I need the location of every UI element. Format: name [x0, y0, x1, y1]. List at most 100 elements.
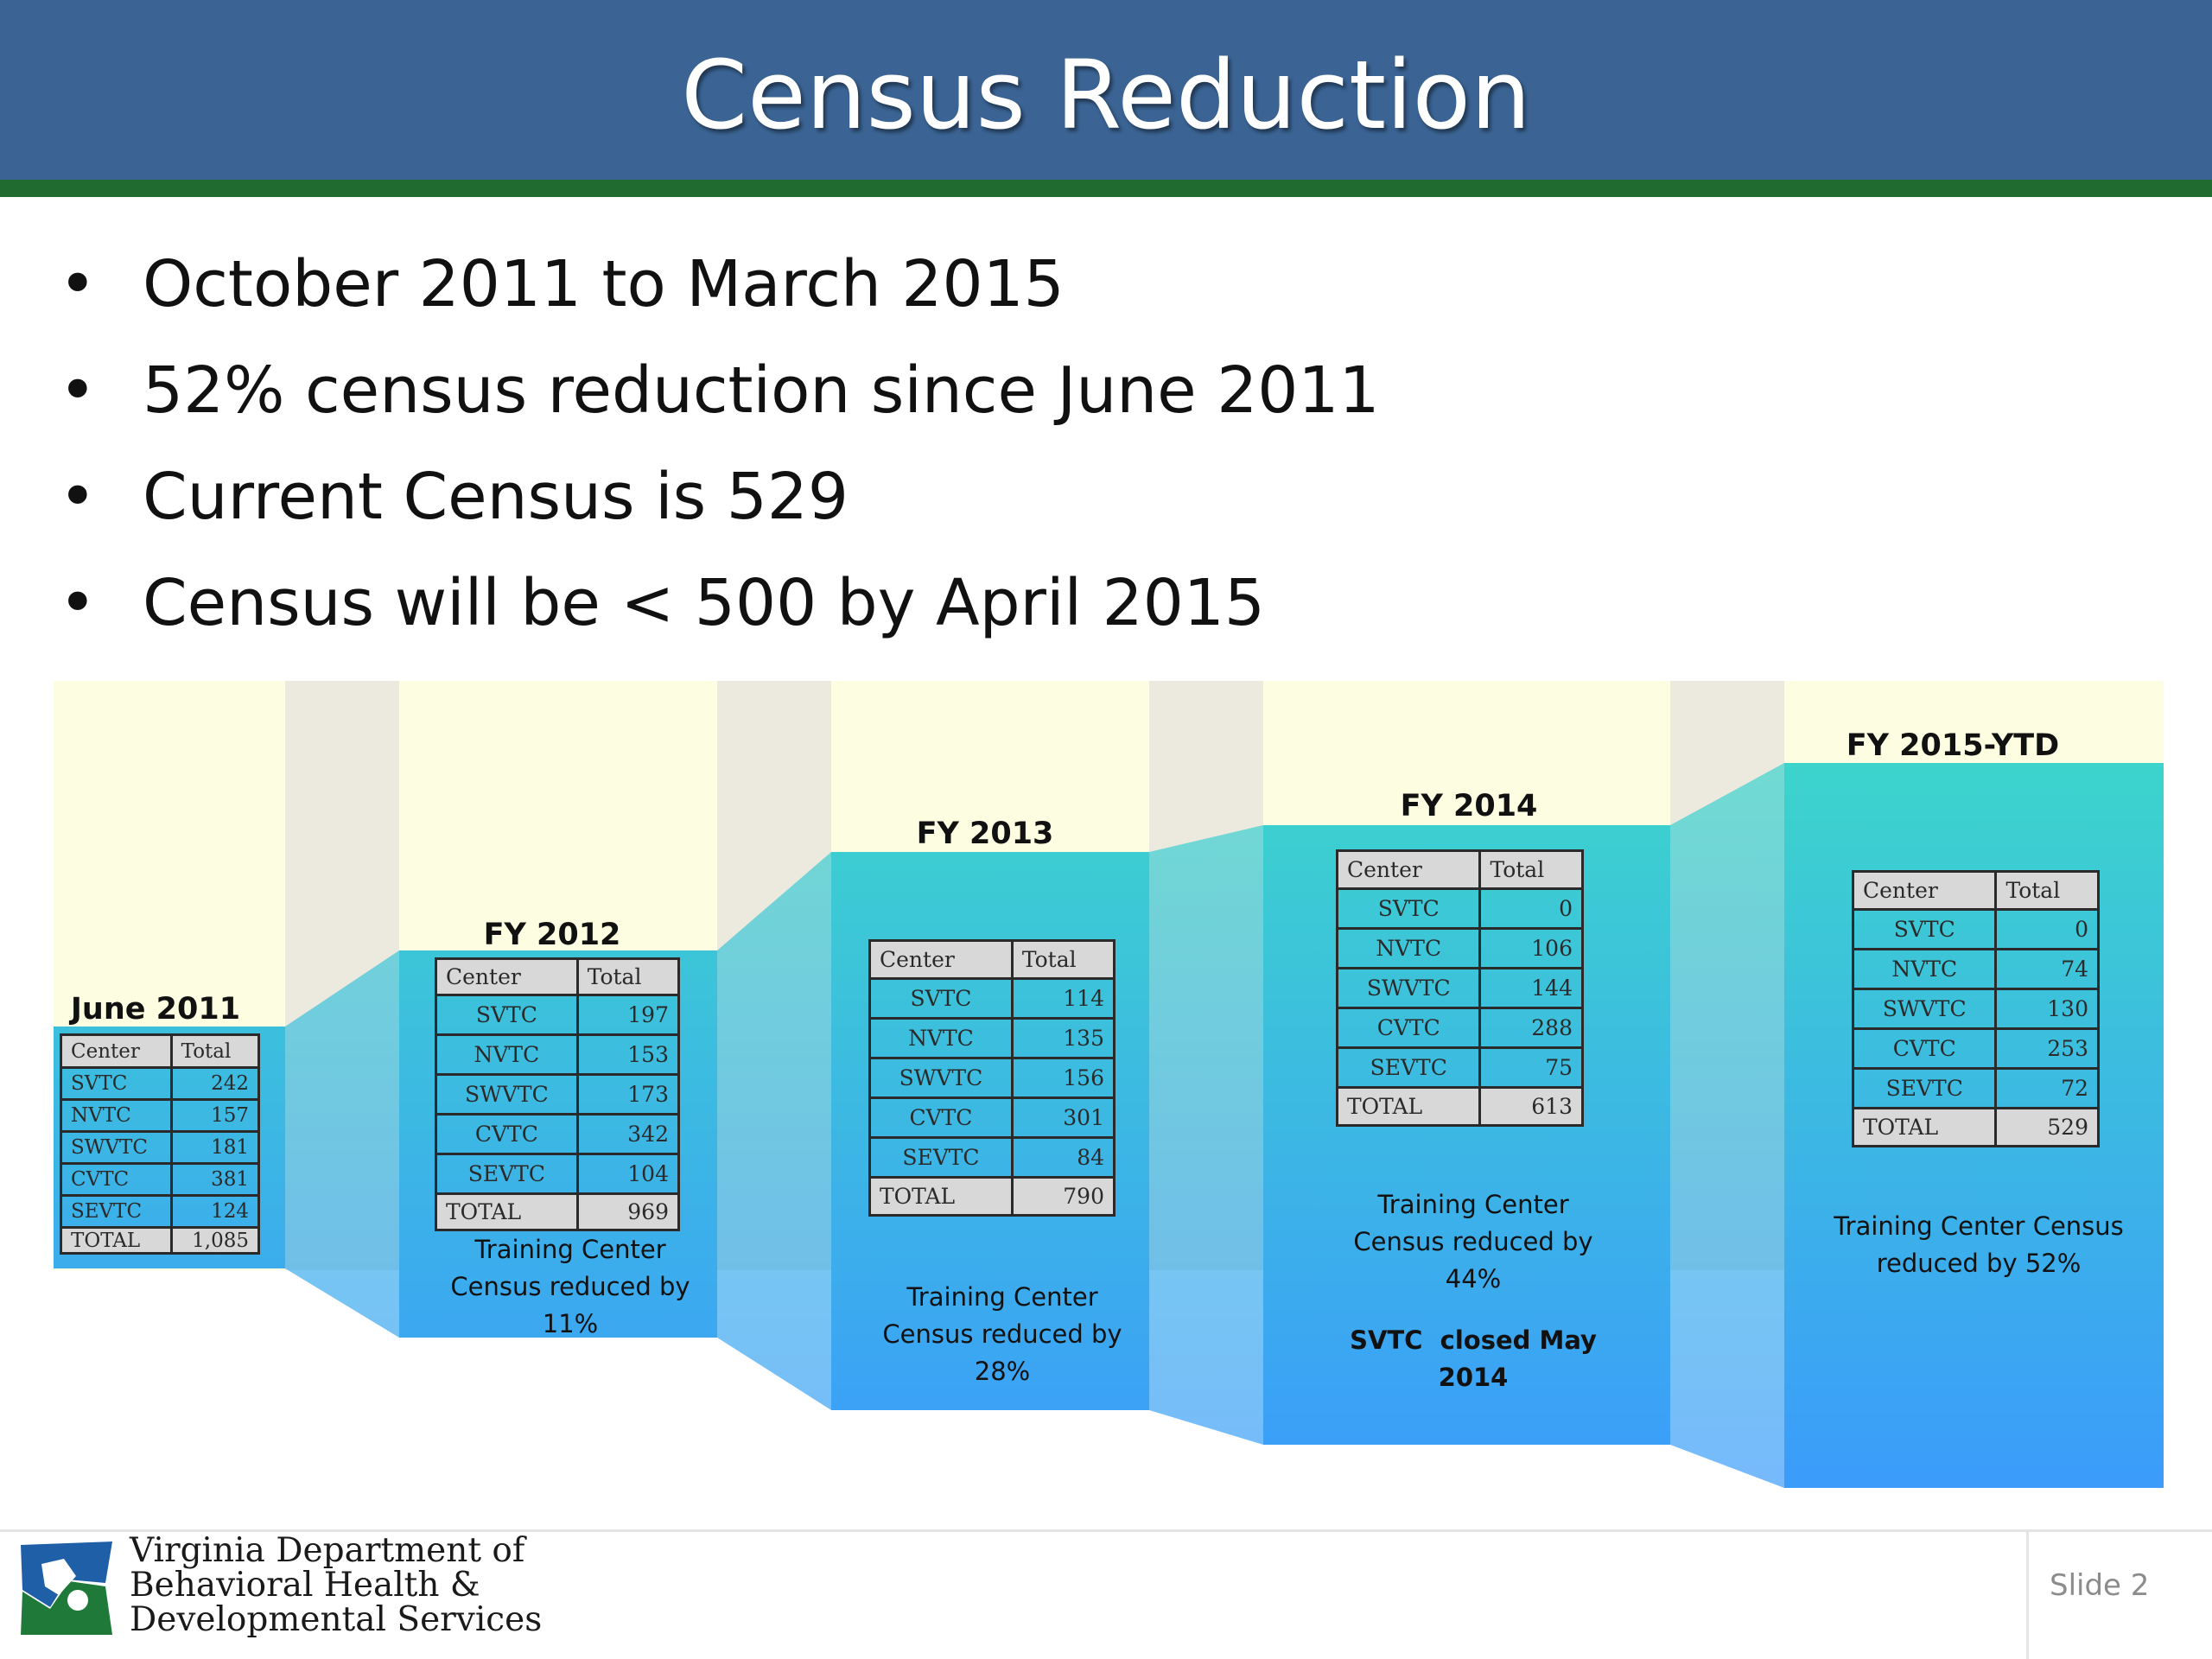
total-label: TOTAL	[1335, 1086, 1482, 1127]
column-header: Center	[60, 1033, 173, 1069]
caption-line: Census reduced by	[882, 1319, 1122, 1349]
period-name: FY 2012	[483, 918, 621, 952]
org-name: Virginia Department of Behavioral Health…	[130, 1534, 542, 1637]
period-caption: Training Center Census reduced by 11%	[423, 1231, 717, 1343]
grand-total: 790	[1010, 1176, 1116, 1217]
column-header: Center	[1335, 849, 1482, 890]
center-name: SWVTC	[868, 1057, 1014, 1099]
center-name: CVTC	[1335, 1007, 1482, 1049]
census-table: Center Total SVTC 114 NVTC 135 SWVTC 156…	[868, 939, 1116, 1217]
center-name: NVTC	[868, 1017, 1014, 1059]
center-total: 342	[575, 1113, 681, 1155]
column-header: Total	[1994, 870, 2100, 911]
center-total: 104	[575, 1153, 681, 1195]
footer-divider	[2026, 1531, 2029, 1659]
slide-number: Slide 2	[2050, 1568, 2150, 1603]
center-total: 124	[169, 1194, 261, 1229]
center-total: 242	[169, 1066, 261, 1101]
total-label: TOTAL	[1851, 1107, 1998, 1147]
center-total: 114	[1010, 977, 1116, 1020]
census-table: Center Total SVTC 0 NVTC 74 SWVTC 130 CV…	[1851, 870, 2100, 1147]
footer-rule	[0, 1529, 2212, 1532]
census-table: Center Total SVTC 242 NVTC 157 SWVTC 181…	[60, 1033, 261, 1255]
period-name: FY 2014	[1400, 789, 1538, 823]
period-name: June 2011	[70, 992, 241, 1027]
center-name: CVTC	[435, 1113, 579, 1155]
org-name-line: Developmental Services	[130, 1600, 543, 1639]
center-name: SEVTC	[60, 1194, 173, 1229]
grand-total: 969	[575, 1192, 681, 1231]
period-caption: Training Center Census reduced by 52%	[1797, 1208, 2160, 1282]
center-total: 75	[1478, 1046, 1584, 1089]
center-total: 106	[1478, 927, 1584, 969]
slide-title: Census Reduction	[681, 40, 1531, 150]
center-total: 173	[575, 1073, 681, 1116]
center-name: SEVTC	[435, 1153, 579, 1195]
period-name: FY 2013	[916, 817, 1054, 851]
center-name: SVTC	[1851, 908, 1998, 950]
column-header: Total	[1478, 849, 1584, 890]
grand-total: 529	[1994, 1107, 2100, 1147]
org-name-line: Behavioral Health &	[130, 1566, 480, 1605]
center-total: 153	[575, 1033, 681, 1076]
center-name: SVTC	[435, 994, 579, 1036]
grand-total: 613	[1478, 1086, 1584, 1127]
bullet-item: 52% census reduction since June 2011	[52, 338, 1380, 444]
closure-note: SVTC closed May 2014	[1313, 1322, 1633, 1396]
column-header: Total	[575, 957, 681, 996]
center-total: 72	[1994, 1067, 2100, 1109]
center-name: NVTC	[1851, 948, 1998, 990]
center-total: 84	[1010, 1136, 1116, 1179]
caption-line: 28%	[974, 1357, 1031, 1386]
center-name: SWVTC	[435, 1073, 579, 1116]
center-name: NVTC	[1335, 927, 1482, 969]
bullet-item: October 2011 to March 2015	[52, 232, 1380, 338]
column-header: Total	[1010, 939, 1116, 980]
center-name: SWVTC	[60, 1130, 173, 1165]
period-caption: Training Center Census reduced by 44%	[1313, 1186, 1633, 1298]
column-header: Center	[1851, 870, 1998, 911]
center-total: 301	[1010, 1096, 1116, 1139]
column-header: Total	[169, 1033, 261, 1069]
caption-line: reduced by 52%	[1876, 1249, 2082, 1278]
bullet-item: Current Census is 529	[52, 444, 1380, 550]
center-total: 253	[1994, 1027, 2100, 1070]
period-caption: Training Center Census reduced by 28%	[855, 1279, 1149, 1390]
grand-total: 1,085	[169, 1226, 261, 1255]
center-name: SWVTC	[1851, 988, 1998, 1030]
total-label: TOTAL	[868, 1176, 1014, 1217]
center-name: NVTC	[435, 1033, 579, 1076]
center-total: 181	[169, 1130, 261, 1165]
note-line: SVTC closed May	[1350, 1325, 1597, 1355]
band-connector	[717, 852, 831, 1410]
caption-line: Training Center	[474, 1235, 666, 1264]
center-total: 0	[1478, 887, 1584, 930]
center-total: 144	[1478, 967, 1584, 1009]
caption-line: Training Center Census	[1834, 1211, 2124, 1241]
title-bar	[0, 0, 2212, 180]
center-name: SEVTC	[1335, 1046, 1482, 1089]
center-total: 157	[169, 1098, 261, 1133]
center-name: SWVTC	[1335, 967, 1482, 1009]
total-label: TOTAL	[435, 1192, 579, 1231]
dbhds-logo-icon	[16, 1538, 118, 1640]
center-name: NVTC	[60, 1098, 173, 1133]
center-total: 197	[575, 994, 681, 1036]
center-total: 74	[1994, 948, 2100, 990]
band-connector	[285, 950, 399, 1338]
caption-line: 11%	[542, 1309, 599, 1338]
census-table: Center Total SVTC 197 NVTC 153 SWVTC 173…	[435, 957, 681, 1231]
bullet-item: Census will be < 500 by April 2015	[52, 550, 1380, 657]
title-bar-rule	[0, 180, 2212, 197]
census-table: Center Total SVTC 0 NVTC 106 SWVTC 144 C…	[1335, 849, 1584, 1127]
center-name: SEVTC	[868, 1136, 1014, 1179]
center-name: CVTC	[1851, 1027, 1998, 1070]
center-name: SVTC	[60, 1066, 173, 1101]
column-header: Center	[868, 939, 1014, 980]
note-line: 2014	[1438, 1363, 1509, 1392]
center-total: 288	[1478, 1007, 1584, 1049]
caption-line: Census reduced by	[1353, 1227, 1593, 1256]
bullet-list: October 2011 to March 2015 52% census re…	[52, 232, 1380, 657]
